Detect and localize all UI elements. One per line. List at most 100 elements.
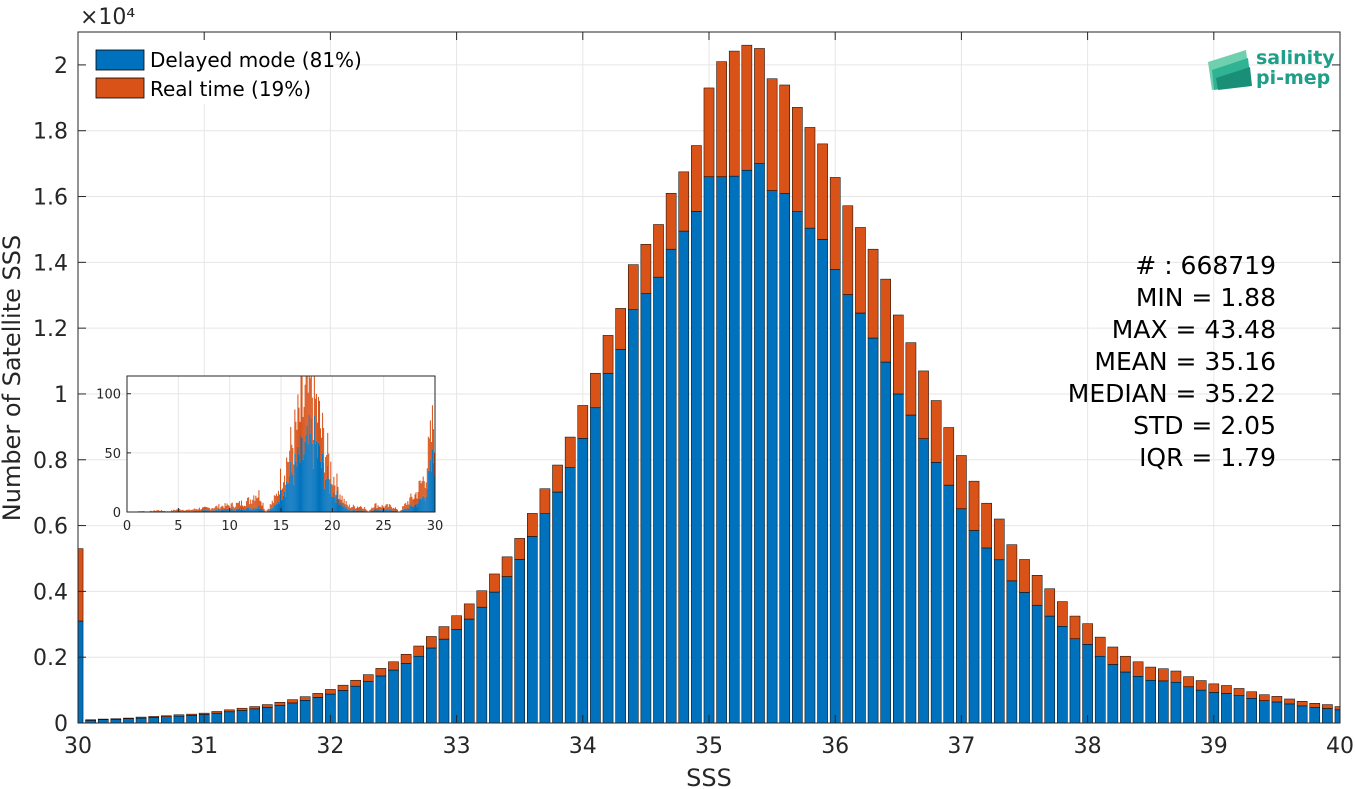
inset-bar-real-time xyxy=(257,497,259,509)
inset-bar-real-time xyxy=(360,506,362,511)
bar-delayed-mode xyxy=(1183,686,1194,724)
bar-delayed-mode xyxy=(842,294,854,724)
inset-bar-delayed-mode xyxy=(247,507,249,512)
inset-bar-real-time xyxy=(192,509,194,512)
inset-bar-delayed-mode xyxy=(212,510,214,512)
inset-bar-real-time xyxy=(184,510,186,512)
inset-bar-real-time xyxy=(304,384,306,442)
inset-bar-real-time xyxy=(433,452,435,477)
inset-bar-real-time xyxy=(328,453,330,479)
inset-bars xyxy=(127,376,435,512)
inset-y-axis: 0 50 100 xyxy=(96,388,131,521)
inset-bar-delayed-mode xyxy=(380,510,382,512)
inset-bar-real-time xyxy=(362,508,364,511)
inset-y-tick-label: 100 xyxy=(96,388,121,403)
inset-bar-real-time xyxy=(286,457,288,482)
inset-bar-delayed-mode xyxy=(237,508,239,512)
bar-delayed-mode xyxy=(855,312,866,724)
bar-delayed-mode xyxy=(1271,701,1283,724)
inset-bar-delayed-mode xyxy=(227,509,229,512)
inset-bar-delayed-mode xyxy=(239,509,241,512)
inset-bar-real-time xyxy=(373,507,375,511)
bar-delayed-mode xyxy=(829,269,841,724)
bar-real-time xyxy=(211,711,223,714)
bar-delayed-mode xyxy=(993,559,1005,724)
inset-bar-delayed-mode xyxy=(362,510,364,512)
inset-bar-real-time xyxy=(342,502,344,507)
inset-bar-real-time xyxy=(394,507,396,511)
inset-bar-real-time xyxy=(422,476,424,496)
inset-bar-delayed-mode xyxy=(248,507,250,512)
bar-real-time xyxy=(1031,575,1043,606)
inset-bar-delayed-mode xyxy=(411,505,413,512)
inset-bar-real-time xyxy=(412,499,414,507)
inset-chart: 0 5 10 15 20 25 30 0 50 100 xyxy=(96,375,443,534)
bar-real-time xyxy=(1057,601,1068,627)
inset-bar-delayed-mode xyxy=(289,476,291,512)
inset-bar-delayed-mode xyxy=(304,441,306,512)
inset-bar-real-time xyxy=(174,510,176,512)
legend-label-realtime: Real time (19%) xyxy=(150,77,311,101)
bar-real-time xyxy=(602,335,614,374)
inset-bar-delayed-mode xyxy=(229,510,231,512)
bar-delayed-mode xyxy=(262,706,273,724)
inset-bar-real-time xyxy=(282,488,284,500)
inset-bar-delayed-mode xyxy=(302,459,304,512)
inset-bar-delayed-mode xyxy=(430,471,432,512)
y-tick-label: 0 xyxy=(54,712,68,737)
inset-bar-real-time xyxy=(310,376,312,419)
inset-bar-delayed-mode xyxy=(356,510,358,512)
bar-delayed-mode xyxy=(615,349,626,724)
inset-bar-real-time xyxy=(391,508,393,511)
inset-bar-delayed-mode xyxy=(383,510,385,512)
inset-bar-delayed-mode xyxy=(216,509,218,512)
inset-bar-delayed-mode xyxy=(255,507,257,512)
bar-real-time xyxy=(716,61,727,178)
inset-bar-real-time xyxy=(417,492,419,504)
inset-bar-delayed-mode xyxy=(274,505,276,512)
inset-bar-real-time xyxy=(366,510,368,512)
y-tick-label: 0.4 xyxy=(33,580,68,605)
inset-bar-delayed-mode xyxy=(276,504,278,512)
bar-delayed-mode xyxy=(413,655,425,724)
inset-bar-real-time xyxy=(348,504,350,510)
y-multiplier: ×10⁴ xyxy=(80,5,135,30)
bar-real-time xyxy=(968,480,980,531)
logo-line1: salinity xyxy=(1256,47,1335,69)
bar-real-time xyxy=(829,177,841,270)
inset-bar-delayed-mode xyxy=(395,510,398,512)
inset-bar-delayed-mode xyxy=(333,492,335,512)
inset-bar-real-time xyxy=(245,506,247,511)
bar-delayed-mode xyxy=(1322,708,1333,724)
bar-delayed-mode xyxy=(930,462,942,724)
inset-bar-real-time xyxy=(403,506,405,510)
inset-bar-real-time xyxy=(226,503,228,509)
bar-delayed-mode xyxy=(1221,693,1232,724)
bar-delayed-mode xyxy=(640,293,652,724)
logo-line2: pi-mep xyxy=(1256,67,1330,89)
inset-bar-real-time xyxy=(223,508,225,511)
inset-bar-real-time xyxy=(336,473,338,491)
inset-bar-delayed-mode xyxy=(278,503,280,512)
inset-bar-real-time xyxy=(180,510,182,512)
inset-bar-real-time xyxy=(181,510,183,512)
bar-real-time xyxy=(1334,706,1341,711)
bar-real-time xyxy=(426,636,437,649)
bar-real-time xyxy=(173,714,185,717)
inset-bar-delayed-mode xyxy=(352,509,354,512)
inset-bar-delayed-mode xyxy=(372,510,374,512)
inset-bar-real-time xyxy=(356,506,358,511)
bar-real-time xyxy=(1296,701,1308,707)
inset-bar-delayed-mode xyxy=(198,510,200,512)
bar-delayed-mode xyxy=(173,715,185,724)
inset-bar-real-time xyxy=(423,481,425,498)
inset-bar-delayed-mode xyxy=(406,509,408,512)
bar-real-time xyxy=(728,50,740,177)
inset-bar-delayed-mode xyxy=(257,508,259,512)
inset-bar-real-time xyxy=(211,508,213,511)
inset-bar-real-time xyxy=(191,509,193,512)
inset-bar-real-time xyxy=(172,510,174,512)
inset-bar-delayed-mode xyxy=(361,510,363,512)
bar-delayed-mode xyxy=(1031,604,1043,724)
inset-bar-delayed-mode xyxy=(224,508,226,512)
